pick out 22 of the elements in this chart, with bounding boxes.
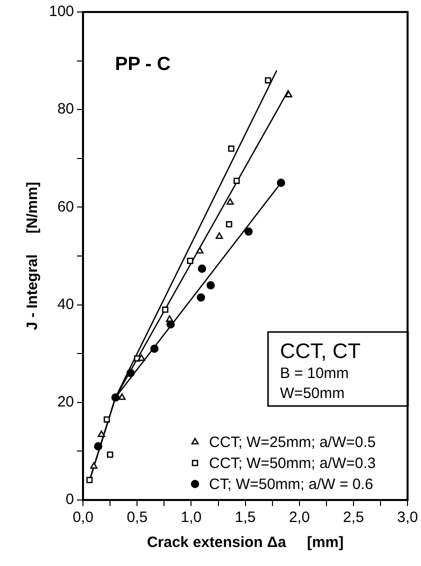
y-tick-label: 100 <box>48 3 74 20</box>
legend-label: CT; W=50mm; a/W = 0.6 <box>209 476 374 493</box>
x-tick-label: 2,0 <box>288 509 310 526</box>
y-tick-label: 20 <box>57 394 74 411</box>
x-tick-label: 0,5 <box>126 509 148 526</box>
y-tick-label: 60 <box>57 198 74 216</box>
x-tick-label: 1,0 <box>180 509 202 526</box>
legend-label: CCT; W=25mm; a/W=0.5 <box>209 434 376 451</box>
x-tick-label: 0,0 <box>72 509 94 526</box>
x-tick-label: 2,5 <box>343 509 364 526</box>
y-tick-label: 0 <box>66 491 74 508</box>
x-tick-label: 3,0 <box>397 509 418 526</box>
text: PP - C <box>115 54 171 75</box>
y-tick-label: 80 <box>57 100 74 118</box>
y-axis-title: J - Integral [N/mm] <box>24 182 42 330</box>
annotation: CCT, CT <box>280 340 361 363</box>
x-tick-label: 1,5 <box>234 509 256 526</box>
legend-label: CCT; W=50mm; a/W=0.3 <box>209 455 376 472</box>
x-axis-title: Crack extension Δa [mm] <box>146 534 344 552</box>
y-tick-label: 40 <box>57 296 74 313</box>
annotation: W=50mm <box>280 385 345 402</box>
annotation: B = 10mm <box>280 365 349 382</box>
